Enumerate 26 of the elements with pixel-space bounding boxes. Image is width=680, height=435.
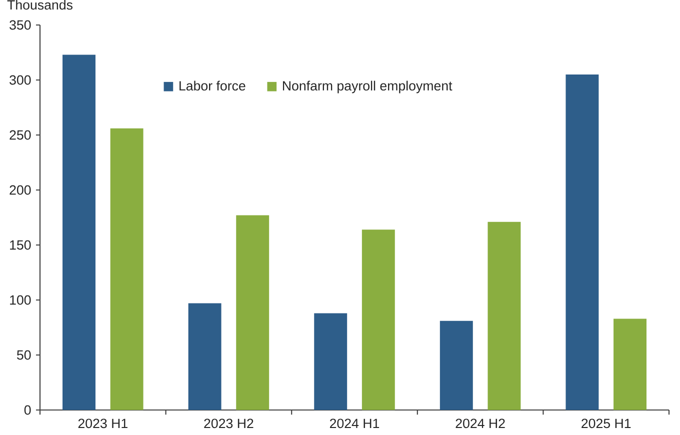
bar (110, 128, 144, 410)
y-tick-label: 100 (10, 295, 31, 305)
x-tick-label: 2024 H2 (456, 418, 505, 428)
bar (362, 230, 395, 410)
bar (566, 74, 599, 410)
x-tick-label: 2023 H1 (78, 418, 128, 428)
y-tick-label: 350 (10, 20, 31, 30)
y-tick-label: 150 (10, 240, 31, 250)
bar (614, 318, 646, 410)
y-tick-label: 300 (10, 75, 31, 85)
legend-label: Nonfarm payroll employment (282, 80, 452, 94)
y-tick-label: 50 (17, 350, 31, 360)
y-axis-title: Thousands (7, 0, 72, 10)
x-tick-label: 2025 H1 (582, 418, 631, 428)
bar (188, 303, 222, 410)
x-tick-label: 2023 H2 (204, 418, 254, 428)
y-tick-label: 0 (24, 405, 31, 415)
bar (62, 54, 96, 410)
bar (236, 215, 270, 410)
legend-label: Labor force (180, 80, 246, 91)
bar (314, 313, 348, 410)
y-tick-label: 200 (10, 185, 31, 195)
x-tick-label: 2024 H1 (330, 418, 380, 428)
bar (440, 320, 473, 410)
bar (488, 222, 521, 410)
y-tick-label: 250 (10, 130, 31, 140)
